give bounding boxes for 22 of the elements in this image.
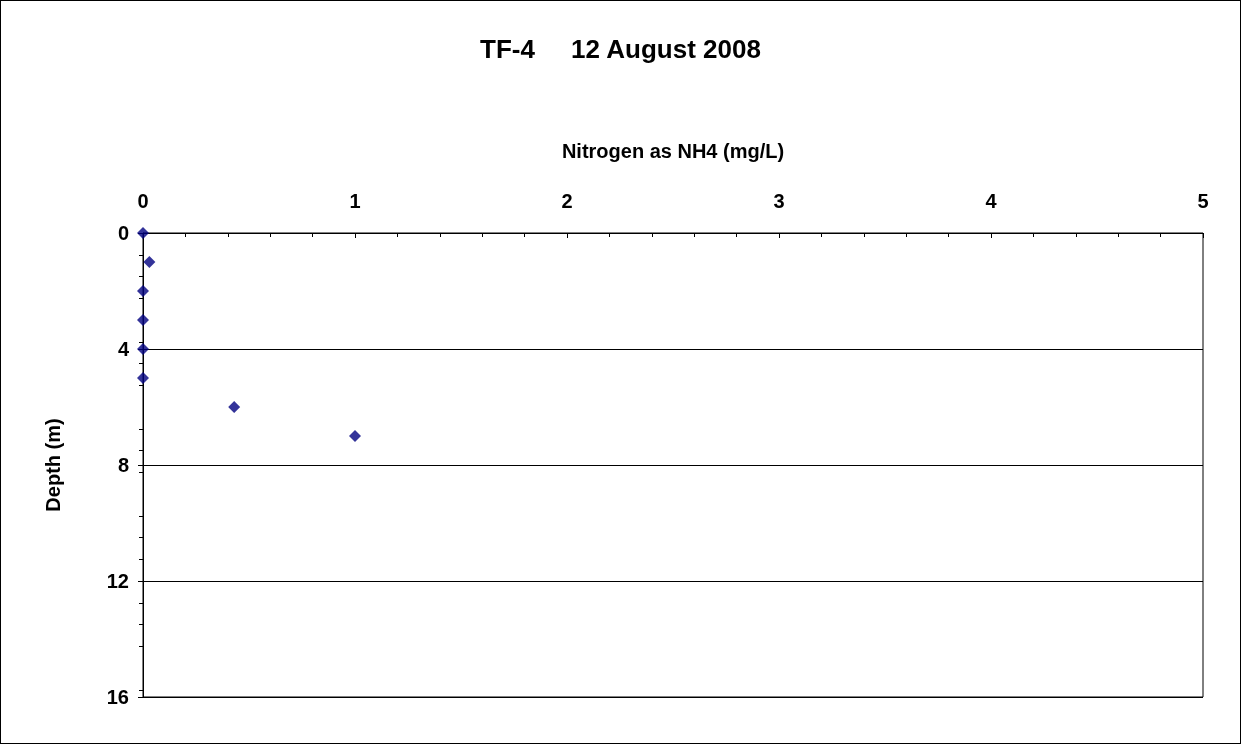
chart-title: TF-4 12 August 2008 <box>480 34 761 64</box>
y-tick-label: 8 <box>117 454 129 476</box>
point <box>137 372 149 384</box>
y-tick-label: 16 <box>106 686 129 708</box>
x-axis-title: Nitrogen as NH4 (mg/L) <box>561 140 785 162</box>
y-tick-label: 0 <box>117 222 129 244</box>
point <box>143 256 156 268</box>
x-tick-label: 4 <box>985 190 998 212</box>
x-tick-label: 3 <box>773 190 785 212</box>
x-tick-label: 5 <box>1197 190 1209 212</box>
x-tick-label: 0 <box>137 190 149 212</box>
y-tick-label: 12 <box>106 570 129 592</box>
point <box>228 401 241 413</box>
x-tick-label: 2 <box>561 190 573 212</box>
point <box>137 227 149 239</box>
x-tick-label: 1 <box>349 190 361 212</box>
point <box>349 430 361 442</box>
y-tick-label: 4 <box>117 338 130 360</box>
y-axis-title: Depth (m) <box>42 418 64 512</box>
point <box>137 343 149 355</box>
point <box>137 314 149 326</box>
point <box>137 285 149 297</box>
